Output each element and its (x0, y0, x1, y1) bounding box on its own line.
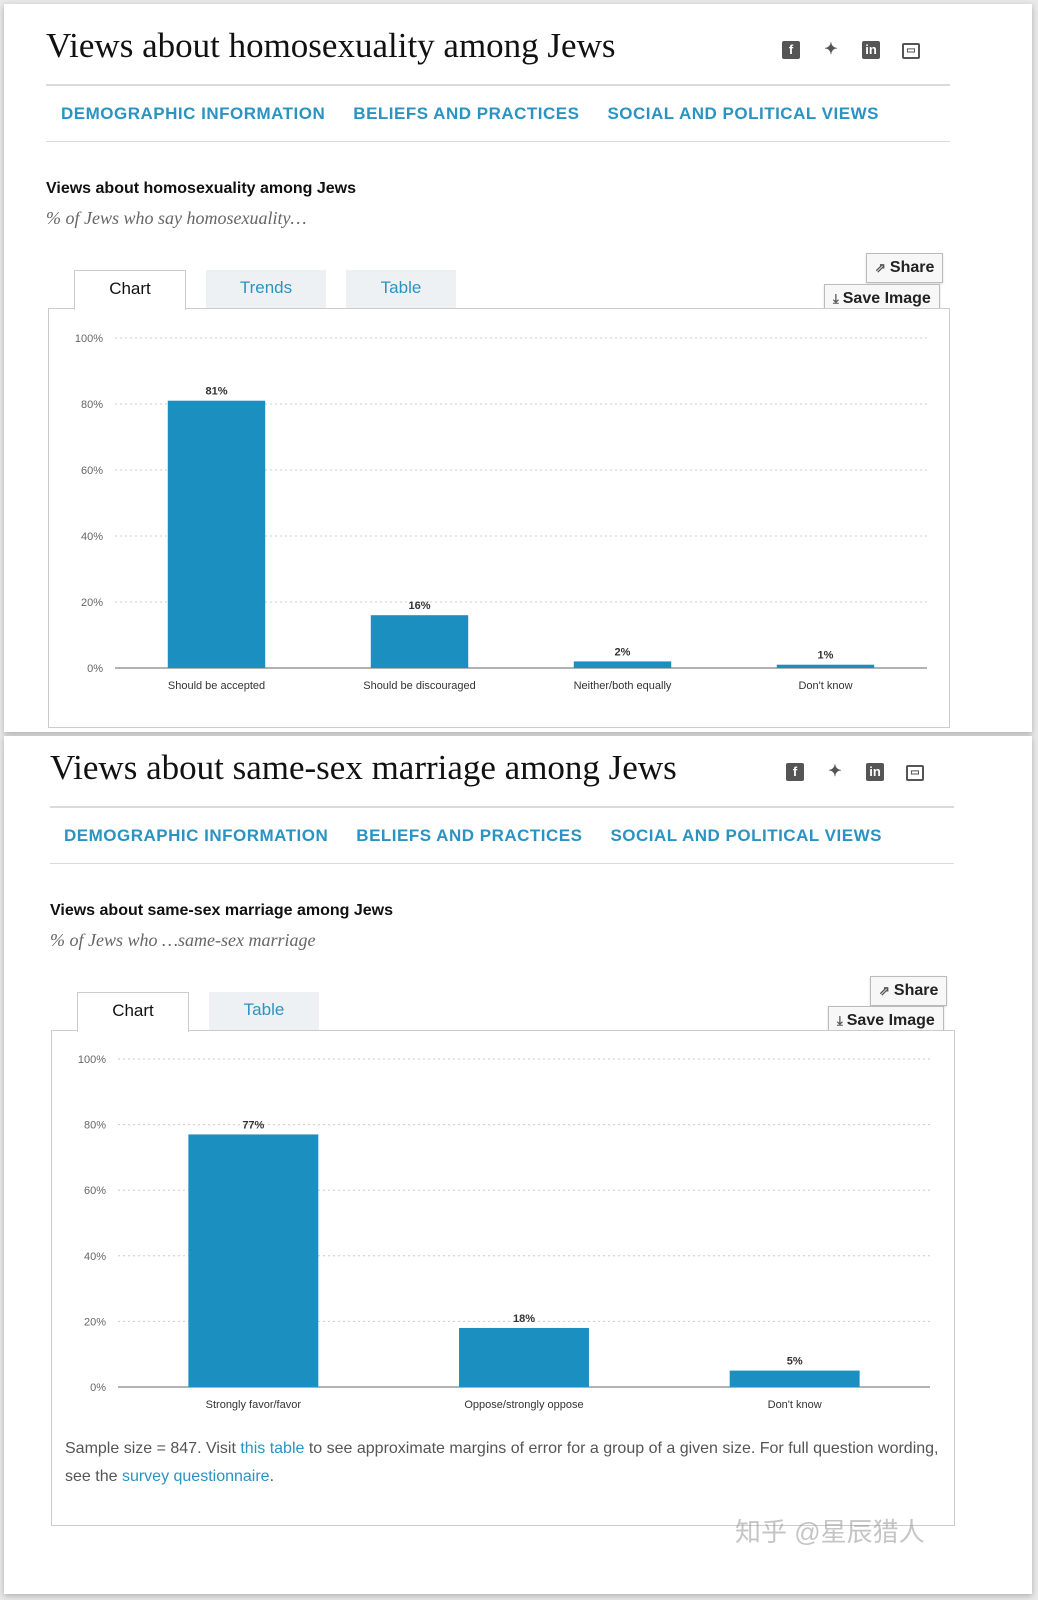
share-icon: ⇗ (879, 983, 890, 998)
bar-chart: 0% 20% 40% 60% 80% 100% 77% Strongly favor/favo… (78, 1054, 930, 1411)
facebook-icon[interactable]: f (782, 41, 800, 59)
download-icon: ⤓ (833, 291, 839, 306)
y-tick-label: 20% (81, 597, 103, 609)
data-label: 18% (513, 1313, 535, 1325)
tab-chart[interactable]: Chart (77, 992, 189, 1032)
survey-questionnaire-link[interactable]: survey questionnaire (121, 1468, 270, 1485)
watermark: 知乎 @星辰猎人 (735, 1517, 925, 1547)
share-label: Share (893, 982, 939, 999)
y-tick-label: 80% (84, 1120, 106, 1132)
print-icon[interactable]: ▭ (902, 43, 920, 59)
this-table-link[interactable]: this table (240, 1440, 305, 1457)
nav-social-and-political-views[interactable]: SOCIAL AND POLITICAL VIEWS (607, 104, 879, 123)
data-label: 77% (242, 1119, 264, 1131)
chart-title: Views about same-sex marriage among Jews (50, 902, 393, 919)
x-tick-label: Don't know (798, 680, 852, 692)
bar (188, 1134, 319, 1387)
y-tick-label: 20% (84, 1316, 106, 1328)
bar (776, 664, 875, 668)
section-nav: DEMOGRAPHIC INFORMATION BELIEFS AND PRAC… (64, 826, 882, 846)
x-tick-label: Should be accepted (168, 680, 265, 692)
note-text: Sample size = 847. Visit (65, 1440, 241, 1457)
x-tick-label: Neither/both equally (574, 680, 672, 692)
y-tick-label: 0% (87, 663, 103, 675)
save-image-label: Save Image (846, 1012, 935, 1029)
panel-homosexuality: Views about homosexuality among Jews f ✦… (4, 4, 1032, 732)
social-icons: f ✦ in ▭ (782, 41, 920, 59)
data-label: 5% (787, 1356, 803, 1368)
bar (459, 1327, 589, 1387)
divider (50, 806, 954, 808)
share-button[interactable]: ⇗ Share (870, 976, 948, 1006)
twitter-icon[interactable]: ✦ (824, 41, 838, 58)
y-tick-label: 100% (75, 333, 103, 345)
chart-subtitle: % of Jews who say homosexuality… (46, 208, 307, 228)
section-nav: DEMOGRAPHIC INFORMATION BELIEFS AND PRAC… (61, 104, 879, 124)
bar (370, 615, 469, 668)
y-tick-label: 60% (84, 1185, 106, 1197)
twitter-icon[interactable]: ✦ (828, 763, 842, 780)
save-image-label: Save Image (842, 290, 931, 307)
chart-frame: 0% 20% 40% 60% 80% 100% 77% Strongly favor/favo… (51, 1030, 955, 1526)
divider (46, 141, 950, 142)
nav-demographic-information[interactable]: DEMOGRAPHIC INFORMATION (64, 826, 329, 845)
bar (573, 661, 672, 668)
bar (167, 400, 266, 668)
nav-beliefs-and-practices[interactable]: BELIEFS AND PRACTICES (356, 826, 583, 845)
sample-size-note: Sample size = 847. Visit this table to s… (65, 1435, 943, 1491)
linkedin-icon[interactable]: in (866, 763, 884, 781)
note-text: . (269, 1468, 275, 1485)
chart-title: Views about homosexuality among Jews (46, 180, 357, 197)
social-icons: f ✦ in ▭ (786, 763, 924, 781)
y-tick-label: 0% (90, 1382, 106, 1394)
data-label: 16% (408, 600, 430, 612)
print-icon[interactable]: ▭ (906, 765, 924, 781)
y-tick-label: 100% (78, 1054, 106, 1066)
tab-table[interactable]: Table (209, 992, 319, 1030)
data-label: 81% (205, 386, 227, 398)
tab-chart[interactable]: Chart (74, 270, 186, 310)
divider (46, 84, 950, 86)
panel-same-sex-marriage: Views about same-sex marriage among Jews… (4, 736, 1032, 1594)
tab-table[interactable]: Table (346, 270, 456, 308)
nav-beliefs-and-practices[interactable]: BELIEFS AND PRACTICES (353, 104, 580, 123)
x-tick-label: Don't know (768, 1399, 822, 1411)
bar (729, 1370, 860, 1387)
download-icon: ⤓ (837, 1013, 843, 1028)
y-tick-label: 60% (81, 465, 103, 477)
x-tick-label: Strongly favor/favor (206, 1399, 302, 1411)
data-label: 1% (818, 650, 834, 662)
share-button[interactable]: ⇗ Share (866, 253, 944, 283)
bar-chart: 0% 20% 40% 60% 80% 100% 81% Should be accepted 1… (75, 333, 927, 692)
data-label: 2% (615, 646, 631, 658)
page-title: Views about homosexuality among Jews (46, 26, 616, 65)
divider (50, 863, 954, 864)
y-tick-label: 80% (81, 399, 103, 411)
share-label: Share (889, 259, 935, 276)
note-text: to see approximate margins of error for … (65, 1440, 939, 1485)
x-tick-label: Oppose/strongly oppose (464, 1399, 583, 1411)
nav-demographic-information[interactable]: DEMOGRAPHIC INFORMATION (61, 104, 326, 123)
facebook-icon[interactable]: f (786, 763, 804, 781)
page-title: Views about same-sex marriage among Jews (50, 748, 677, 787)
linkedin-icon[interactable]: in (862, 41, 880, 59)
chart-frame: 0% 20% 40% 60% 80% 100% 81% Should be accepted 1… (48, 308, 950, 728)
share-icon: ⇗ (875, 260, 886, 275)
y-tick-label: 40% (81, 531, 103, 543)
y-tick-label: 40% (84, 1251, 106, 1263)
chart-subtitle: % of Jews who …same-sex marriage (50, 930, 316, 950)
nav-social-and-political-views[interactable]: SOCIAL AND POLITICAL VIEWS (610, 826, 882, 845)
tab-trends[interactable]: Trends (206, 270, 326, 308)
x-tick-label: Should be discouraged (363, 680, 476, 692)
